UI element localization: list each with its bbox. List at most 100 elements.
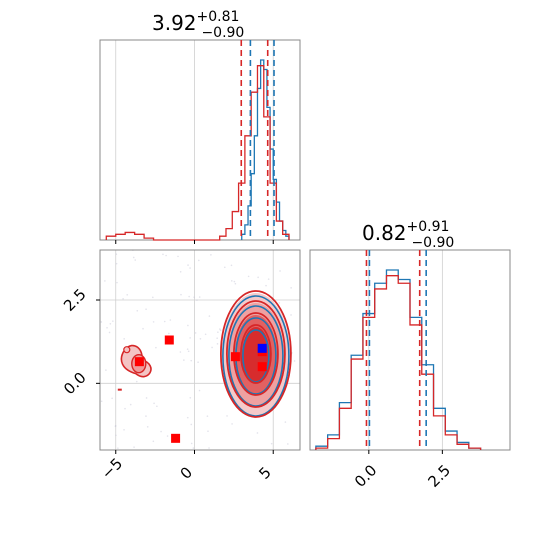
p3-bg-point bbox=[190, 359, 193, 362]
p3-bg-point bbox=[290, 314, 292, 316]
p3-bg-point bbox=[115, 253, 118, 256]
param1-marginal-panel bbox=[99, 39, 301, 244]
p3-bg-point bbox=[179, 351, 182, 353]
p3-bg-point bbox=[267, 278, 270, 280]
p3-bg-point bbox=[198, 296, 201, 298]
p3-bg-point bbox=[134, 259, 137, 261]
p3-bg-point bbox=[217, 331, 219, 333]
p3-bg-point bbox=[111, 397, 113, 400]
p3-bg-point bbox=[208, 315, 211, 317]
p3-bg-point bbox=[189, 337, 191, 339]
p3-bg-point bbox=[166, 435, 169, 437]
p3-bg-point bbox=[124, 407, 126, 410]
p3-bg-point bbox=[115, 434, 117, 437]
param1-title-main: 3.92 bbox=[152, 11, 197, 35]
p3-bg-point bbox=[169, 319, 172, 321]
p3-bg-point bbox=[190, 442, 193, 445]
p3-bg-point bbox=[231, 423, 233, 425]
p3-bg-point bbox=[189, 267, 191, 269]
p3-bg-point bbox=[192, 447, 195, 449]
p3-bg-point bbox=[210, 254, 212, 256]
p3-marker-3 bbox=[230, 352, 240, 362]
p3-bg-point bbox=[199, 338, 202, 340]
p3-bg-point bbox=[156, 405, 158, 408]
p3-bg-point bbox=[226, 415, 228, 417]
p3-bg-point bbox=[270, 442, 273, 445]
p3-marker-0 bbox=[134, 357, 144, 367]
p3-bg-point bbox=[233, 280, 236, 283]
p3-bg-point bbox=[133, 446, 135, 448]
p2-xtick-label-1: 2.5 bbox=[424, 461, 454, 491]
p3-bg-point bbox=[279, 270, 281, 272]
p3-bg-point bbox=[234, 282, 237, 285]
p3-xtick-label-2: 5 bbox=[255, 463, 274, 482]
p3-bg-point bbox=[108, 331, 111, 334]
p3-bg-point bbox=[257, 276, 259, 279]
p3-bg-point bbox=[168, 332, 170, 335]
p2-frame bbox=[309, 249, 511, 451]
p3-bg-point bbox=[117, 447, 119, 449]
p3-bg-point bbox=[230, 264, 233, 267]
p3-bg-point bbox=[293, 360, 296, 362]
p2-hist-1 bbox=[315, 275, 482, 450]
p3-bg-point bbox=[265, 284, 267, 287]
p3-bg-point bbox=[204, 333, 207, 336]
p3-marker-4 bbox=[257, 362, 267, 372]
p3-bg-point bbox=[219, 329, 222, 332]
p3-bg-point bbox=[162, 253, 164, 256]
param2-title: 0.82+0.91 −0.90 bbox=[362, 219, 454, 251]
p3-contour-blue-0 bbox=[222, 295, 290, 417]
p3-contour-red-3 bbox=[240, 324, 272, 384]
param1-title-sup: +0.81 bbox=[197, 9, 240, 25]
p3-bg-point bbox=[216, 337, 218, 340]
p2-xtick-label-0: 0.0 bbox=[351, 461, 381, 491]
p3-bg-point bbox=[193, 296, 195, 299]
p1-hist-0 bbox=[241, 59, 290, 240]
p3-bg-point bbox=[165, 254, 167, 257]
p3-bg-point bbox=[208, 447, 210, 449]
p3-marker-2 bbox=[171, 433, 181, 443]
p3-bg-point bbox=[247, 275, 250, 278]
p3-bg-point bbox=[287, 443, 289, 445]
p3-bg-point bbox=[160, 430, 162, 433]
p3-marker-6 bbox=[257, 343, 267, 353]
p3-bg-point bbox=[187, 324, 189, 327]
p3-bg-point bbox=[278, 302, 281, 304]
p3-bg-point bbox=[207, 430, 209, 433]
p3-bg-point bbox=[123, 428, 125, 431]
p3-bg-point bbox=[190, 423, 193, 426]
p3-bg-point bbox=[109, 323, 112, 325]
p3-bg-point bbox=[189, 396, 192, 399]
p3-bg-point bbox=[135, 380, 138, 383]
p3-bg-point bbox=[163, 320, 166, 323]
p3-bg-point bbox=[188, 295, 190, 298]
p3-bg-point bbox=[145, 415, 147, 417]
p3-bg-point bbox=[153, 402, 155, 405]
p3-bg-point bbox=[116, 281, 118, 284]
p3-bg-point bbox=[219, 328, 221, 330]
p3-bg-point bbox=[145, 397, 148, 399]
p3-ytick-label-0: 0.0 bbox=[60, 369, 90, 399]
p3-bg-point bbox=[196, 299, 198, 301]
p3-bg-point bbox=[180, 293, 182, 296]
p3-bg-point bbox=[152, 440, 155, 443]
p3-bg-point bbox=[100, 321, 103, 323]
p3-bg-point bbox=[206, 415, 209, 417]
p3-contour-blue-3 bbox=[242, 329, 270, 383]
p3-ytick-label-1: 2.5 bbox=[60, 285, 90, 315]
p3-bg-point bbox=[186, 348, 189, 350]
p3-bg-point bbox=[114, 425, 117, 428]
p3-bg-point bbox=[216, 343, 219, 345]
p3-bg-point bbox=[136, 310, 139, 312]
p3-bg-point bbox=[122, 297, 124, 300]
p3-xtick-label-1: 0 bbox=[177, 463, 196, 482]
p3-bg-point bbox=[186, 416, 189, 419]
p3-bg-point bbox=[197, 361, 199, 363]
p3-marker-1 bbox=[164, 335, 174, 345]
param1-title: 3.92+0.81 −0.90 bbox=[152, 9, 244, 41]
p3-bg-point bbox=[155, 346, 157, 349]
p3-xtick-label-0: −5 bbox=[98, 454, 126, 482]
p3-contour-blue-1 bbox=[228, 305, 284, 407]
p3-bg-point bbox=[284, 421, 287, 423]
p3-bg-point bbox=[123, 338, 125, 340]
